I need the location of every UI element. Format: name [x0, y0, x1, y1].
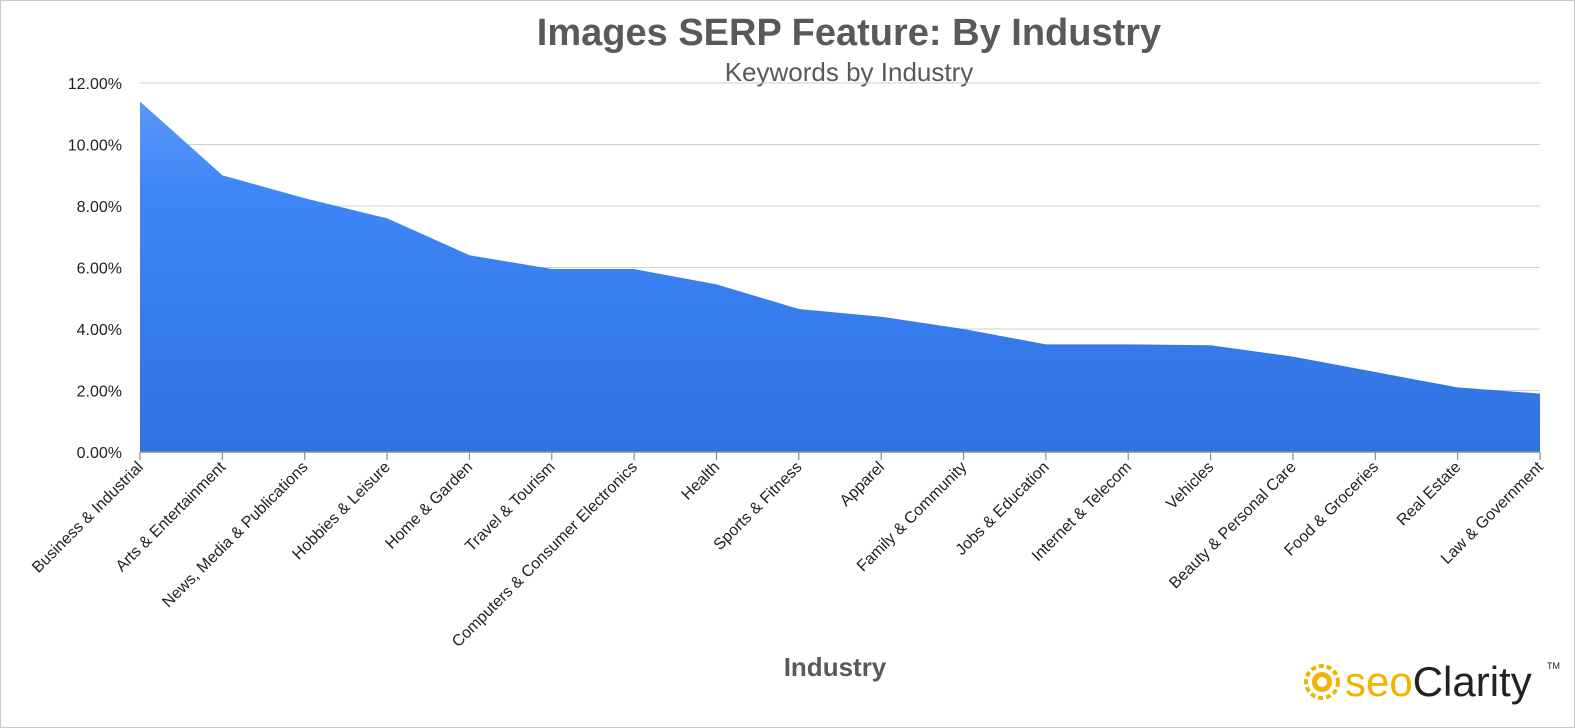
- x-tick-label: Travel & Tourism: [462, 459, 558, 555]
- x-tick-label: Home & Garden: [382, 459, 476, 553]
- x-axis-label: Industry: [784, 652, 887, 682]
- logo-seo: seo: [1345, 658, 1413, 705]
- chart-title: Images SERP Feature: By Industry: [537, 12, 1161, 54]
- y-axis-ticks: 0.00% 2.00% 4.00% 6.00% 8.00% 10.00% 12.00%: [68, 76, 122, 462]
- x-tick-label: Real Estate: [1394, 459, 1465, 530]
- y-tick-label: 0.00%: [77, 445, 122, 462]
- x-tick-label: Vehicles: [1163, 459, 1217, 513]
- logo-clarity: Clarity: [1413, 658, 1532, 705]
- y-tick-label: 2.00%: [77, 384, 122, 401]
- x-tick-label: Computers & Consumer Electronics: [449, 459, 641, 651]
- x-tick-label: Sports & Fitness: [711, 459, 806, 554]
- y-tick-label: 8.00%: [77, 199, 122, 216]
- y-tick-label: 6.00%: [77, 261, 122, 278]
- area-series: [139, 101, 1541, 452]
- x-tick-label: Apparel: [837, 459, 888, 510]
- area-fill: [140, 101, 1540, 452]
- logo-text: seoClarity: [1345, 658, 1532, 705]
- y-tick-label: 12.00%: [68, 76, 122, 93]
- seoclarity-logo: seoClarity TM: [1304, 658, 1560, 705]
- chart-subtitle: Keywords by Industry: [725, 57, 974, 87]
- y-tick-label: 10.00%: [68, 138, 122, 155]
- x-tick-label: News, Media & Publications: [159, 459, 311, 611]
- x-tick-label: Health: [679, 459, 724, 504]
- y-tick-label: 4.00%: [77, 322, 122, 339]
- sun-icon: [1304, 664, 1340, 700]
- logo-tm: TM: [1547, 661, 1560, 671]
